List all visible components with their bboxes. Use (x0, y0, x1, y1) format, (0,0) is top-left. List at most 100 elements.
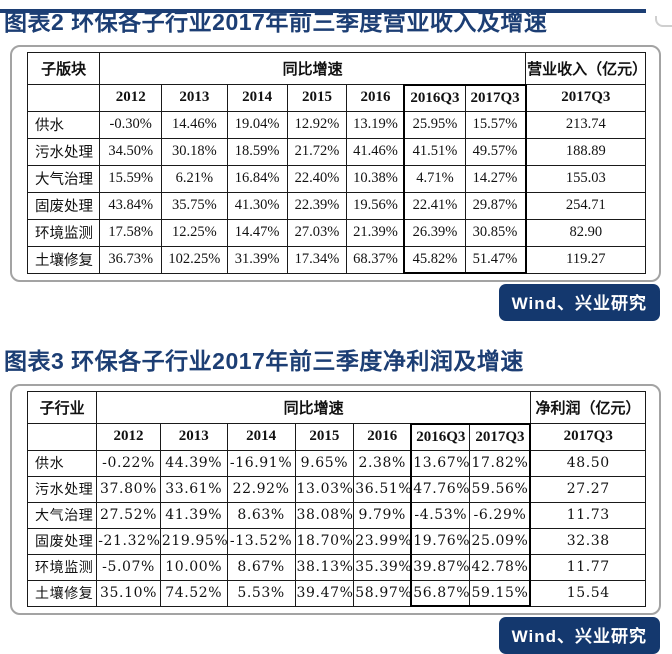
row-label: 污水处理 (26, 475, 98, 503)
table-row: 环境监测 -5.07% 10.00% 8.67% 38.13% 35.39% 3… (26, 553, 647, 581)
growth-cell: 39.87% (410, 553, 471, 581)
amount-cell: 48.50 (529, 449, 647, 477)
growth-cell: 25.09% (469, 527, 532, 555)
year-header: 2012 (99, 84, 163, 112)
amount-cell: 11.77 (529, 553, 647, 581)
growth-cell: 13.67% (410, 449, 471, 477)
growth-cell: -0.22% (96, 449, 161, 477)
row-label: 固废处理 (26, 527, 98, 555)
table-row: 污水处理 34.50% 30.18% 18.59% 21.72% 41.46% … (26, 137, 646, 166)
year-header: 2017Q3 (464, 83, 527, 112)
growth-cell: -13.52% (226, 527, 296, 555)
year-header: 2013 (159, 423, 228, 451)
growth-cell: -5.07% (96, 553, 161, 581)
table-row: 大气治理 27.52% 41.39% 8.63% 38.08% 9.79% -4… (26, 501, 647, 529)
growth-cell: 9.65% (294, 449, 355, 477)
growth-cell: 15.57% (464, 110, 527, 139)
amount-cell: 32.38 (529, 527, 647, 555)
group-header: 同比增速 (99, 51, 527, 86)
growth-cell: 42.78% (469, 553, 532, 581)
growth-cell: 4.71% (403, 164, 466, 193)
year-header: 2016Q3 (403, 83, 466, 112)
growth-cell: 36.51% (353, 475, 412, 503)
group-header: 同比增速 (96, 390, 531, 425)
growth-cell: 27.03% (286, 218, 348, 247)
growth-cell: 41.30% (226, 191, 288, 220)
row-label: 大气治理 (26, 501, 98, 529)
growth-cell: 102.25% (161, 245, 228, 274)
growth-cell: 38.08% (294, 501, 355, 529)
corner-header: 子行业 (26, 390, 98, 425)
growth-cell: 44.39% (159, 449, 228, 477)
growth-cell: 8.67% (226, 553, 296, 581)
year-header: 2015 (294, 423, 355, 451)
amount-cell: 27.27 (529, 475, 647, 503)
growth-cell: 25.95% (403, 110, 466, 139)
table-row: 环境监测 17.58% 12.25% 14.47% 27.03% 21.39% … (26, 218, 646, 247)
growth-cell: 17.82% (469, 449, 532, 477)
growth-cell: -4.53% (410, 501, 471, 529)
row-label: 土壤修复 (26, 579, 98, 607)
growth-cell: 8.63% (226, 501, 296, 529)
growth-cell: 17.58% (99, 218, 163, 247)
row-label: 供水 (26, 110, 101, 139)
figure2-section: 图表2 环保各子行业2017年前三季度营业收入及增速 子版块 同比增速 营业收入… (0, 9, 672, 322)
growth-cell: 29.87% (464, 191, 527, 220)
growth-cell: -16.91% (226, 449, 296, 477)
year-header: 2012 (96, 423, 161, 451)
amount-cell: 155.03 (525, 164, 646, 193)
amount-cell: 254.71 (525, 191, 646, 220)
table-row: 大气治理 15.59% 6.21% 16.84% 22.40% 10.38% 4… (26, 164, 646, 193)
growth-cell: 41.39% (159, 501, 228, 529)
growth-cell: 10.38% (346, 164, 405, 193)
figure2-table-card: 子版块 同比增速 营业收入（亿元） 2012 2013 2014 2015 20… (10, 44, 661, 283)
year-header: 2015 (286, 84, 348, 112)
growth-cell: 33.61% (159, 475, 228, 503)
growth-cell: 23.99% (353, 527, 412, 555)
growth-cell: 19.04% (226, 110, 288, 139)
growth-cell: 35.10% (96, 579, 161, 607)
table-row: 污水处理 37.80% 33.61% 22.92% 13.03% 36.51% … (26, 475, 647, 503)
row-label: 环境监测 (26, 553, 98, 581)
year-header: 2016 (353, 423, 412, 451)
growth-cell: 14.46% (161, 110, 228, 139)
table-row: 土壤修复 35.10% 74.52% 5.53% 39.47% 58.97% 5… (26, 579, 647, 608)
figure3-section: 图表3 环保各子行业2017年前三季度净利润及增速 子行业 同比增速 净利润（亿… (0, 348, 672, 654)
year-header: 2013 (161, 84, 228, 112)
growth-cell: 22.40% (286, 164, 348, 193)
table-row: 土壤修复 36.73% 102.25% 31.39% 17.34% 68.37%… (26, 245, 646, 275)
growth-cell: 68.37% (346, 245, 405, 274)
growth-cell: 5.53% (226, 579, 296, 607)
growth-cell: 35.75% (161, 191, 228, 220)
growth-cell: 219.95% (159, 527, 228, 555)
table-row: 固废处理 -21.32% 219.95% -13.52% 18.70% 23.9… (26, 527, 647, 555)
growth-cell: 51.47% (464, 245, 527, 275)
corner-header: 子版块 (26, 51, 101, 86)
growth-cell: 22.41% (403, 191, 466, 220)
growth-cell: 59.56% (469, 475, 532, 503)
row-label: 污水处理 (26, 137, 101, 166)
figure3-table-card: 子行业 同比增速 净利润（亿元） 2012 2013 2014 2015 201… (10, 383, 661, 616)
growth-cell: 56.87% (410, 579, 471, 608)
growth-cell: 12.92% (286, 110, 348, 139)
blank-header (26, 423, 98, 451)
growth-cell: 37.80% (96, 475, 161, 503)
amount-cell: 15.54 (529, 579, 647, 607)
right-subheader: 2017Q3 (525, 84, 646, 112)
growth-cell: 21.39% (346, 218, 405, 247)
growth-cell: 9.79% (353, 501, 412, 529)
amount-cell: 119.27 (525, 245, 646, 274)
growth-cell: 41.51% (403, 137, 466, 166)
year-header: 2014 (226, 84, 288, 112)
growth-cell: 19.56% (346, 191, 405, 220)
growth-cell: 21.72% (286, 137, 348, 166)
amount-cell: 11.73 (529, 501, 647, 529)
growth-cell: 2.38% (353, 449, 412, 477)
growth-cell: 49.57% (464, 137, 527, 166)
growth-cell: 47.76% (410, 475, 471, 503)
net-profit-growth-table: 子行业 同比增速 净利润（亿元） 2012 2013 2014 2015 201… (26, 390, 647, 608)
row-label: 固废处理 (26, 191, 101, 220)
figure3-title: 图表3 环保各子行业2017年前三季度净利润及增速 (4, 348, 524, 375)
growth-cell: 30.85% (464, 218, 527, 247)
growth-cell: 26.39% (403, 218, 466, 247)
